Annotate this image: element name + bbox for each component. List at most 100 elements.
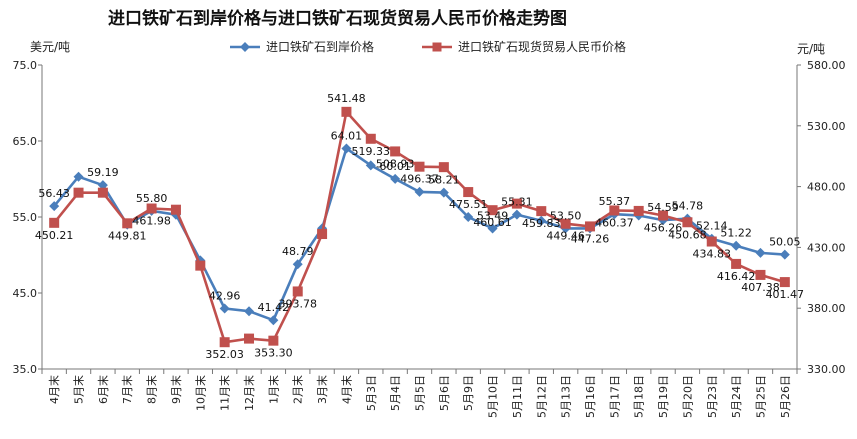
x-tick-label: 2月末 <box>291 375 305 404</box>
right-tick-label: 580.00 <box>807 59 846 72</box>
data-label-series-2: 475.51 <box>449 198 488 211</box>
series-2-point <box>122 218 133 229</box>
series-2-point <box>195 260 206 271</box>
data-label-series-1: 41.42 <box>258 301 290 314</box>
series-2-point <box>73 187 84 198</box>
series-1-point <box>536 215 547 226</box>
right-tick-label: 480.00 <box>807 181 846 194</box>
x-tick-label: 5月13日 <box>560 375 573 418</box>
series-2-point <box>317 229 328 240</box>
x-tick-label: 5月11日 <box>511 375 524 418</box>
x-tick-label: 9月末 <box>169 375 183 404</box>
left-tick-label: 35.0 <box>13 363 38 376</box>
series-2-point <box>390 146 401 157</box>
data-label-series-2: 352.03 <box>205 348 244 361</box>
data-label-series-1: 58.21 <box>428 174 460 187</box>
series-2-point <box>658 210 669 221</box>
series-1-point <box>463 212 474 222</box>
x-tick-label: 11月末 <box>218 375 232 411</box>
data-label-series-2: 461.98 <box>132 215 171 228</box>
series-2-point <box>682 217 693 228</box>
x-tick-label: 5月4日 <box>389 375 402 411</box>
data-label-series-1: 50.05 <box>769 236 801 249</box>
x-tick-label: 10月末 <box>193 375 207 411</box>
series-1-point <box>49 201 60 212</box>
data-label-series-1: 59.19 <box>87 166 119 179</box>
data-label-series-1: 60.01 <box>379 160 411 173</box>
x-tick-label: 5月末 <box>72 375 86 404</box>
data-label-series-1: 64.01 <box>331 130 363 143</box>
series-1-point <box>219 303 230 314</box>
series-1-point <box>390 173 401 184</box>
x-tick-label: 5月12日 <box>535 375 548 418</box>
x-tick-label: 5月20日 <box>681 375 694 418</box>
series-2-point <box>755 269 766 280</box>
x-tick-label: 5月5日 <box>414 375 427 411</box>
series-2-point <box>609 205 620 216</box>
left-tick-label: 55.0 <box>13 211 38 224</box>
x-tick-label: 7月末 <box>120 375 134 404</box>
right-tick-label: 430.00 <box>807 241 846 254</box>
data-label-series-2: 401.47 <box>766 288 805 301</box>
series-1-point <box>414 186 425 197</box>
x-tick-label: 12月末 <box>242 375 256 411</box>
x-tick-label: 4月末 <box>47 375 61 404</box>
series-1-point <box>779 249 790 260</box>
x-tick-label: 5月23日 <box>706 375 719 418</box>
right-tick-label: 380.00 <box>807 302 846 315</box>
data-label-series-2: 434.83 <box>693 248 732 261</box>
series-1-point <box>511 209 522 220</box>
series-1-point <box>731 240 742 251</box>
series-2-point <box>487 205 498 216</box>
data-label-series-2: 407.38 <box>741 281 780 294</box>
data-label-series-1: 55.31 <box>501 196 533 209</box>
x-tick-label: 5月10日 <box>487 375 500 418</box>
x-tick-label: 3月末 <box>315 375 329 404</box>
data-label-series-2: 541.48 <box>327 92 366 105</box>
series-1-point <box>292 259 303 270</box>
data-label-series-2: 450.21 <box>35 229 74 242</box>
series-1-point <box>244 306 255 317</box>
series-2-point <box>292 286 303 297</box>
series-2-point <box>463 187 474 198</box>
series-2-point <box>560 218 571 229</box>
left-tick-label: 65.0 <box>13 135 38 148</box>
x-tick-label: 5月24日 <box>730 375 743 418</box>
left-tick-label: 75.0 <box>13 59 38 72</box>
data-label-series-1: 56.43 <box>38 187 70 200</box>
data-label-series-1: 53.50 <box>550 209 582 222</box>
data-label-series-2: 519.33 <box>352 145 391 158</box>
legend-marker-diamond-icon <box>230 41 260 52</box>
series-1-point <box>755 247 766 258</box>
legend-item-series-1: 进口铁矿石到岸价格 <box>230 38 374 55</box>
series-2-point <box>584 221 595 232</box>
x-tick-label: 6月末 <box>96 375 110 404</box>
series-2-point <box>731 258 742 269</box>
data-label-series-1: 54.78 <box>672 200 704 213</box>
data-label-series-2: 449.46 <box>546 230 585 243</box>
data-label-series-1: 55.80 <box>136 192 168 205</box>
data-label-series-2: 508.93 <box>376 157 415 170</box>
data-label-series-2: 416.42 <box>717 270 756 283</box>
x-tick-label: 5月9日 <box>462 375 475 411</box>
legend-marker-square-icon <box>422 42 452 51</box>
series-1-point <box>487 223 498 234</box>
series-2-point <box>438 162 449 173</box>
series-1-point <box>341 143 352 154</box>
series-2-point <box>268 335 279 346</box>
data-label-series-2: 456.26 <box>644 221 683 234</box>
series-1-point <box>268 315 279 326</box>
series-2-point <box>536 206 547 217</box>
series-2-point <box>97 187 108 198</box>
x-tick-label: 1月末 <box>266 375 280 404</box>
legend-item-series-2: 进口铁矿石现货贸易人民币价格 <box>422 38 626 55</box>
data-label-series-1: 54.59 <box>647 201 679 214</box>
series-2-point <box>244 333 255 344</box>
data-label-series-2: 460.61 <box>473 216 512 229</box>
series-1-point <box>73 171 84 182</box>
x-tick-label: 5月18日 <box>633 375 646 418</box>
data-label-series-2: 459.83 <box>522 217 561 230</box>
series-2-point <box>146 203 157 214</box>
x-tick-label: 5月19日 <box>657 375 670 418</box>
